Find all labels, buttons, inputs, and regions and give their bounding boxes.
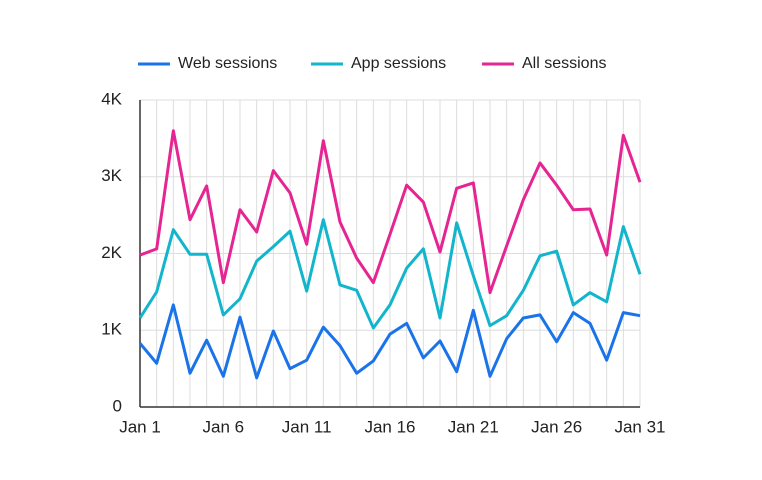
legend-label: All sessions bbox=[522, 55, 606, 72]
x-tick-label: Jan 31 bbox=[614, 417, 665, 436]
legend-label: Web sessions bbox=[178, 55, 277, 72]
series-line bbox=[138, 218, 642, 330]
x-tick-label: Jan 21 bbox=[448, 417, 499, 436]
y-tick-label: 4K bbox=[101, 89, 122, 108]
y-tick-label: 2K bbox=[101, 243, 122, 262]
y-tick-label: 0 bbox=[113, 396, 122, 415]
legend-label: App sessions bbox=[351, 55, 446, 72]
series-line bbox=[139, 129, 642, 295]
x-tick-label: Jan 16 bbox=[364, 417, 415, 436]
x-tick-label: Jan 11 bbox=[282, 417, 332, 436]
y-tick-label: 3K bbox=[101, 166, 122, 185]
x-tick-label: Jan 6 bbox=[203, 417, 245, 436]
x-tick-label: Jan 1 bbox=[119, 417, 161, 436]
y-tick-label: 1K bbox=[101, 320, 122, 339]
x-tick-label: Jan 26 bbox=[531, 417, 582, 436]
series-line bbox=[138, 303, 641, 380]
